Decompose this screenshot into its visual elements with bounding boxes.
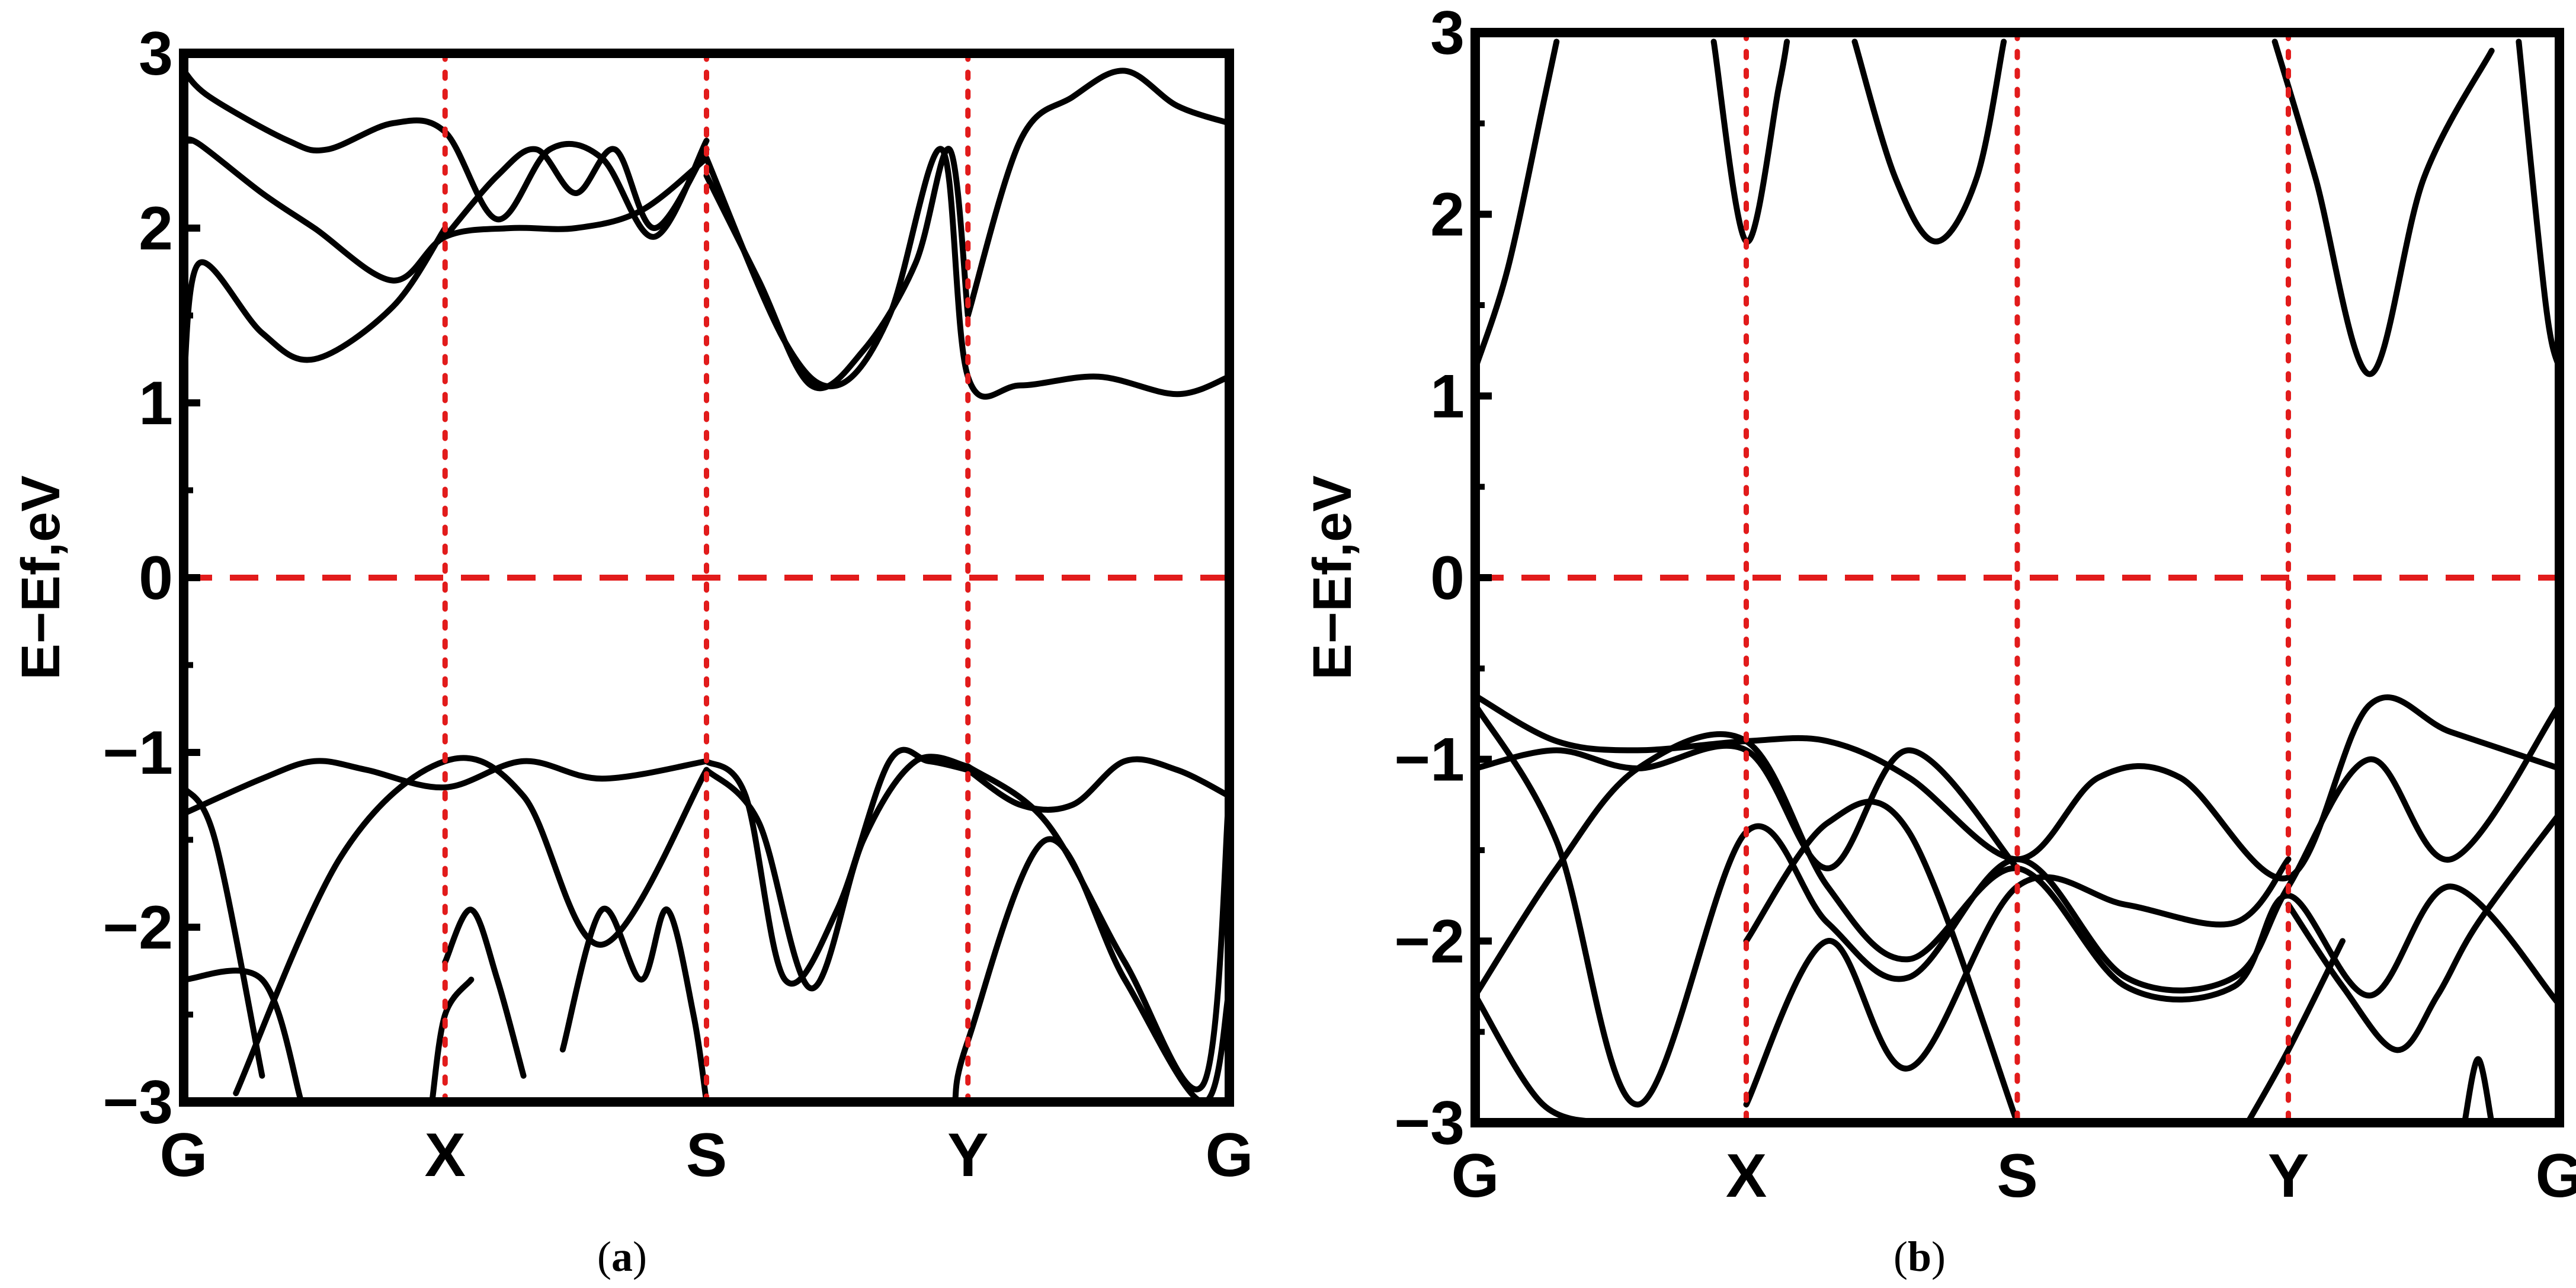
x-tick-label-S: S <box>686 1121 727 1190</box>
band-5 <box>2516 39 2559 372</box>
band-18 <box>965 763 1229 1092</box>
band-9 <box>1475 731 2559 1008</box>
band-6 <box>703 146 971 392</box>
y-tick-label: −1 <box>102 719 173 787</box>
y-axis-title: E−Ef,eV <box>1302 475 1363 680</box>
band-10 <box>233 755 710 1097</box>
band-3 <box>184 68 710 240</box>
band-7 <box>965 68 1229 319</box>
band-13 <box>429 976 475 1102</box>
band-7 <box>1475 742 2020 872</box>
band-11 <box>184 967 305 1102</box>
band-16 <box>703 754 971 992</box>
band-12 <box>442 906 527 1079</box>
y-tick-label: −1 <box>1394 726 1465 794</box>
y-tick-label: 3 <box>139 20 173 88</box>
x-tick-label-G: G <box>1452 1142 1500 1210</box>
x-tick-label-G: G <box>1206 1121 1254 1190</box>
band-17 <box>965 756 1229 813</box>
x-tick-label-X: X <box>425 1121 466 1190</box>
x-tick-label-G: G <box>160 1121 208 1190</box>
y-tick-label: 3 <box>1430 0 1465 68</box>
y-tick-label: 0 <box>1430 544 1465 613</box>
band-8 <box>184 758 710 817</box>
band-15 <box>703 746 971 987</box>
band-lines <box>1475 39 2559 1123</box>
caption-a: (a) <box>597 1233 647 1280</box>
y-tick-label: 1 <box>139 369 173 438</box>
band-14 <box>2244 938 2346 1123</box>
y-tick-label: −3 <box>1394 1089 1465 1158</box>
band-9 <box>184 784 265 1079</box>
y-tick-label: −2 <box>102 893 173 962</box>
x-tick-label-Y: Y <box>947 1121 988 1190</box>
band-12 <box>1743 799 2020 1123</box>
y-tick-label: 0 <box>139 544 173 613</box>
band-10 <box>1475 992 1614 1123</box>
band-4 <box>2271 39 2495 377</box>
band-4 <box>442 146 710 240</box>
x-tick-label-G: G <box>2536 1142 2576 1210</box>
y-tick-label: −3 <box>102 1068 173 1137</box>
x-tick-label-S: S <box>1997 1142 2037 1210</box>
band-2 <box>1710 39 1790 245</box>
band-3 <box>1851 39 2007 245</box>
y-axis-title: E−Ef,eV <box>11 475 71 680</box>
y-tick-label: −2 <box>1394 907 1465 976</box>
band-2 <box>184 225 448 389</box>
x-tick-label-Y: Y <box>2268 1142 2309 1210</box>
band-19 <box>951 836 1229 1102</box>
x-tick-label-X: X <box>1726 1142 1767 1210</box>
band-11 <box>1743 856 2292 1108</box>
caption-b: (b) <box>1893 1233 1946 1280</box>
band-15 <box>2461 1056 2495 1123</box>
band-6 <box>1475 693 2559 882</box>
band-13 <box>2285 810 2559 1053</box>
y-tick-label: 2 <box>139 194 173 263</box>
band-1 <box>184 136 710 284</box>
band-1 <box>1475 39 1560 372</box>
y-tick-label: 2 <box>1430 181 1465 249</box>
band-14 <box>559 905 710 1102</box>
y-tick-label: 1 <box>1430 362 1465 431</box>
